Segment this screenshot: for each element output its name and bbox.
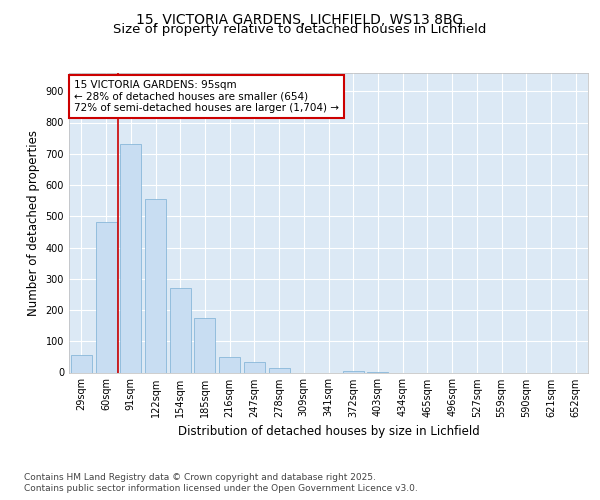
Bar [244, 362, 265, 372]
Text: Size of property relative to detached houses in Lichfield: Size of property relative to detached ho… [113, 22, 487, 36]
Bar [194, 318, 215, 372]
Text: Contains HM Land Registry data © Crown copyright and database right 2025.: Contains HM Land Registry data © Crown c… [24, 472, 376, 482]
Bar [219, 357, 240, 372]
Text: 15, VICTORIA GARDENS, LICHFIELD, WS13 8BG: 15, VICTORIA GARDENS, LICHFIELD, WS13 8B… [136, 12, 464, 26]
X-axis label: Distribution of detached houses by size in Lichfield: Distribution of detached houses by size … [178, 425, 479, 438]
Text: 15 VICTORIA GARDENS: 95sqm
← 28% of detached houses are smaller (654)
72% of sem: 15 VICTORIA GARDENS: 95sqm ← 28% of deta… [74, 80, 339, 113]
Text: Contains public sector information licensed under the Open Government Licence v3: Contains public sector information licen… [24, 484, 418, 493]
Y-axis label: Number of detached properties: Number of detached properties [27, 130, 40, 316]
Bar [95, 222, 116, 372]
Bar [145, 199, 166, 372]
Bar [170, 288, 191, 372]
Bar [343, 371, 364, 372]
Bar [120, 144, 141, 372]
Bar [269, 368, 290, 372]
Bar [71, 354, 92, 372]
